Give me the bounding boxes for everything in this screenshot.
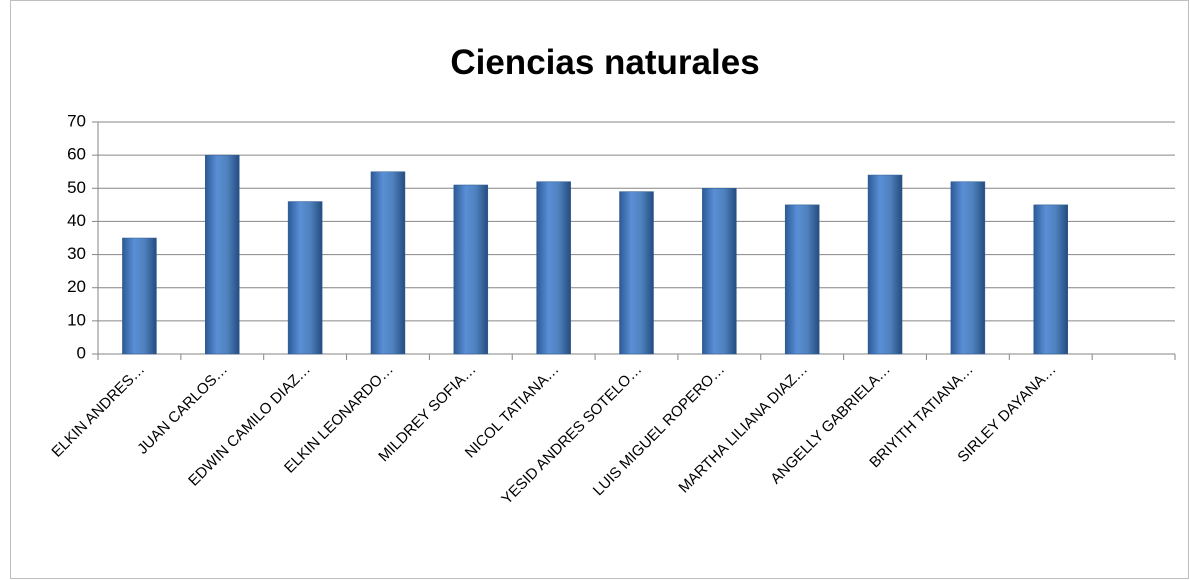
bar [784, 204, 820, 355]
bar [536, 181, 571, 355]
y-tick-label: 50 [67, 178, 86, 197]
bar [950, 181, 986, 355]
bar [619, 191, 654, 355]
bar [867, 174, 903, 355]
bar [702, 188, 737, 355]
y-tick-label: 60 [67, 145, 86, 164]
bar [453, 184, 489, 355]
y-tick-label: 20 [67, 277, 86, 296]
chart-title: Ciencias naturales [450, 43, 759, 82]
y-tick-label: 30 [67, 244, 86, 263]
bar [370, 171, 406, 355]
bar [205, 154, 240, 355]
bar [287, 201, 323, 355]
bar [122, 237, 157, 355]
y-tick-label: 10 [67, 310, 86, 329]
y-tick-label: 70 [67, 111, 86, 130]
bar [1033, 204, 1068, 355]
y-tick-label: 40 [67, 211, 86, 230]
y-tick-label: 0 [77, 343, 86, 362]
